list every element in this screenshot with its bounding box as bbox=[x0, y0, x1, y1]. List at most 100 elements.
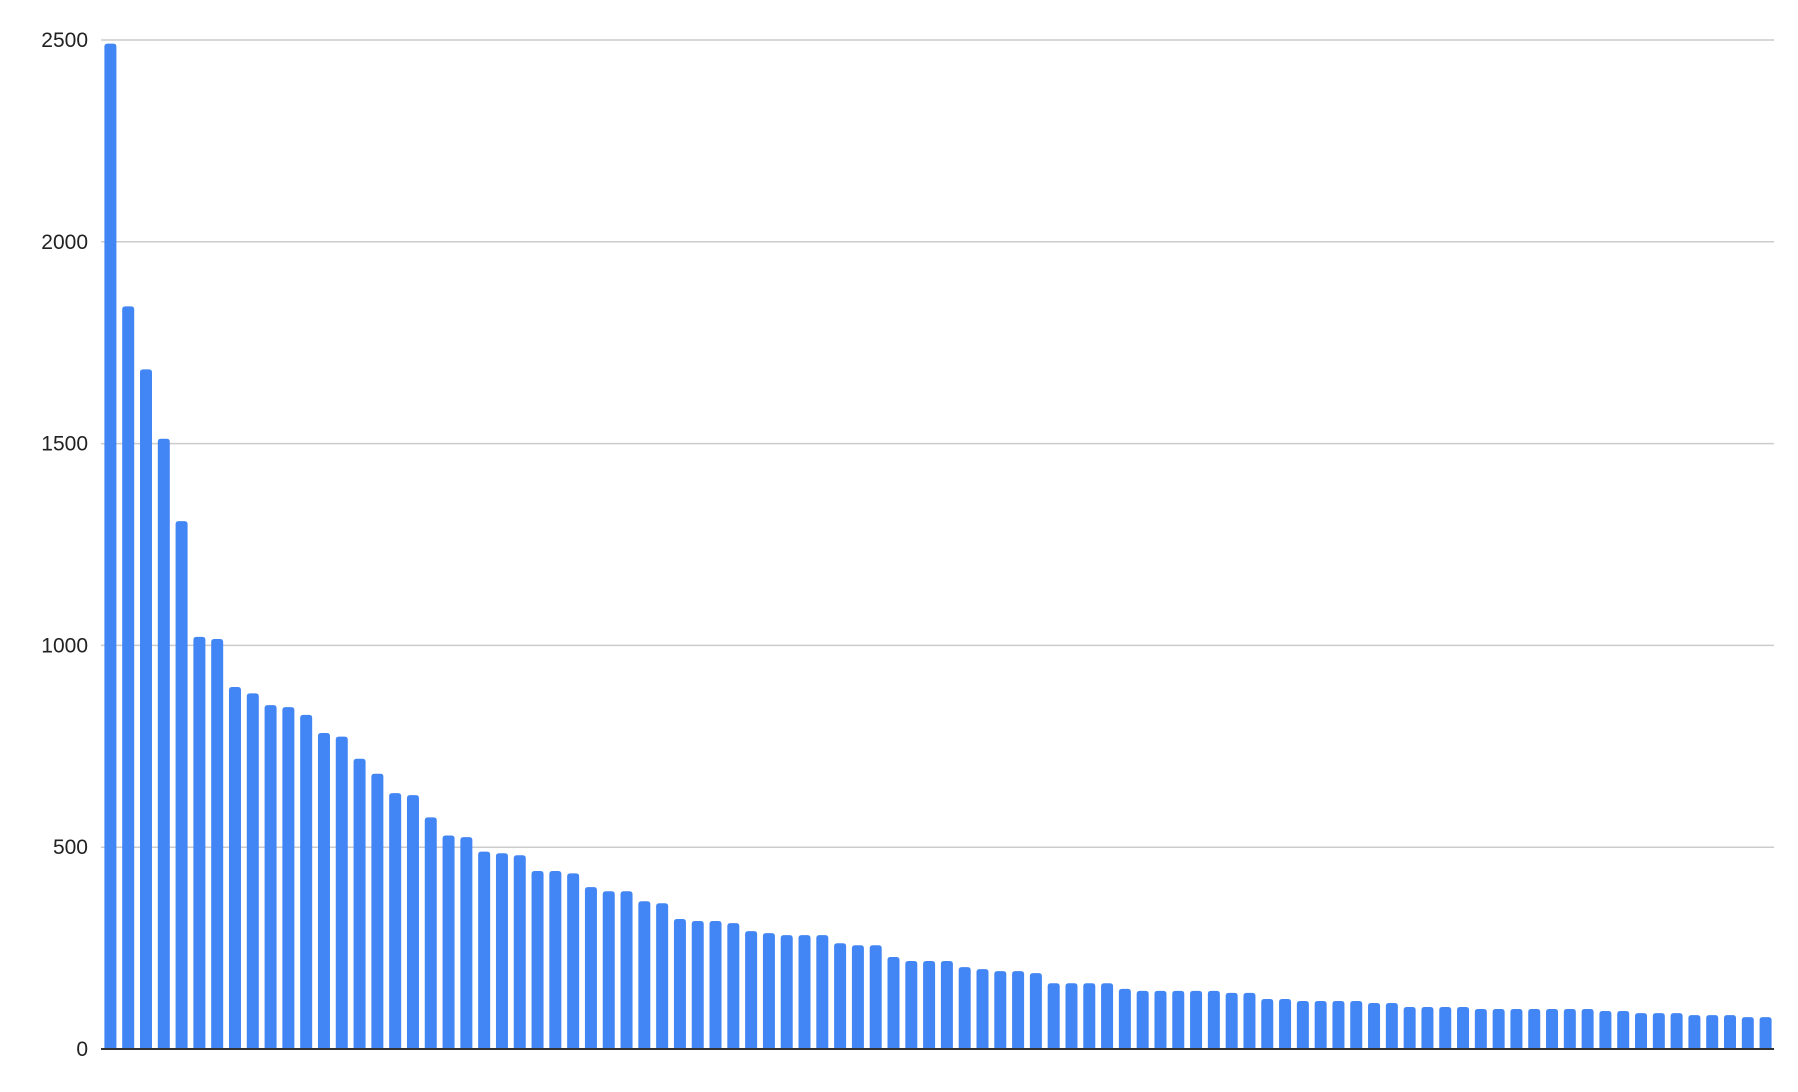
bar-6 bbox=[193, 636, 206, 1049]
bar-38 bbox=[762, 933, 775, 1049]
bar-74 bbox=[1403, 1007, 1416, 1049]
bar-62 bbox=[1190, 990, 1203, 1049]
y-axis-labels: 0 500 1000 1500 2000 2500 bbox=[41, 29, 88, 1061]
bar-64 bbox=[1225, 992, 1238, 1049]
bar-16 bbox=[371, 773, 384, 1049]
bar-8 bbox=[228, 686, 241, 1049]
bar-28 bbox=[584, 887, 597, 1049]
bar-48 bbox=[940, 961, 953, 1049]
bar-17 bbox=[389, 793, 402, 1049]
bar-53 bbox=[1029, 973, 1042, 1049]
bar-60 bbox=[1154, 990, 1167, 1049]
bar-24 bbox=[513, 855, 526, 1049]
bar-85 bbox=[1599, 1011, 1612, 1049]
bar-69 bbox=[1314, 1000, 1327, 1049]
bar-14 bbox=[335, 736, 348, 1049]
bar-23 bbox=[495, 853, 508, 1049]
bar-83 bbox=[1563, 1009, 1576, 1049]
bar-47 bbox=[923, 961, 936, 1049]
bar-41 bbox=[816, 935, 829, 1049]
bar-54 bbox=[1047, 983, 1060, 1049]
bar-1 bbox=[104, 43, 117, 1050]
y-tick-label-1500: 1500 bbox=[41, 433, 88, 456]
bar-92 bbox=[1724, 1015, 1737, 1049]
bar-40 bbox=[798, 935, 811, 1049]
y-tick-label-500: 500 bbox=[53, 836, 88, 859]
bar-75 bbox=[1421, 1007, 1434, 1049]
bar-55 bbox=[1065, 983, 1078, 1049]
bar-66 bbox=[1261, 998, 1274, 1049]
bar-73 bbox=[1385, 1002, 1398, 1049]
bar-94 bbox=[1759, 1017, 1772, 1049]
bar-49 bbox=[958, 967, 971, 1049]
bar-11 bbox=[282, 707, 295, 1049]
bar-32 bbox=[656, 903, 669, 1049]
bar-46 bbox=[905, 961, 918, 1049]
bar-89 bbox=[1670, 1013, 1683, 1049]
bar-42 bbox=[834, 943, 847, 1049]
bar-76 bbox=[1439, 1007, 1452, 1049]
bar-59 bbox=[1136, 990, 1149, 1049]
bar-29 bbox=[602, 891, 615, 1049]
bar-93 bbox=[1741, 1017, 1754, 1049]
bar-57 bbox=[1101, 983, 1114, 1049]
bar-61 bbox=[1172, 990, 1185, 1049]
bar-63 bbox=[1207, 990, 1220, 1049]
bar-90 bbox=[1688, 1015, 1701, 1049]
bar-34 bbox=[691, 921, 704, 1049]
bar-56 bbox=[1083, 983, 1096, 1049]
bar-67 bbox=[1279, 998, 1292, 1049]
y-tick-label-1000: 1000 bbox=[41, 634, 88, 657]
bar-72 bbox=[1368, 1002, 1381, 1049]
bar-65 bbox=[1243, 992, 1256, 1049]
y-tick-label-2000: 2000 bbox=[41, 231, 88, 254]
bar-71 bbox=[1350, 1000, 1363, 1049]
bar-70 bbox=[1332, 1000, 1345, 1049]
bar-13 bbox=[317, 732, 330, 1049]
bar-77 bbox=[1457, 1007, 1470, 1049]
bar-81 bbox=[1528, 1009, 1541, 1049]
bars bbox=[104, 43, 1772, 1050]
bar-39 bbox=[780, 935, 793, 1049]
bar-52 bbox=[1012, 971, 1025, 1049]
bar-33 bbox=[673, 919, 686, 1049]
y-tick-label-2500: 2500 bbox=[41, 29, 88, 52]
bar-37 bbox=[745, 931, 758, 1049]
bar-15 bbox=[353, 758, 366, 1049]
bar-43 bbox=[851, 945, 864, 1049]
bar-78 bbox=[1474, 1009, 1487, 1049]
bar-68 bbox=[1296, 1000, 1309, 1049]
bar-25 bbox=[531, 871, 544, 1049]
bar-2 bbox=[122, 306, 135, 1050]
bar-26 bbox=[549, 871, 562, 1049]
bar-18 bbox=[406, 795, 419, 1049]
bar-86 bbox=[1617, 1011, 1630, 1049]
y-tick-label-0: 0 bbox=[76, 1038, 88, 1061]
bar-82 bbox=[1546, 1009, 1559, 1049]
bar-4 bbox=[157, 438, 170, 1049]
bar-5 bbox=[175, 521, 188, 1049]
bar-50 bbox=[976, 969, 989, 1049]
bar-30 bbox=[620, 891, 633, 1049]
bar-19 bbox=[424, 817, 437, 1049]
bar-88 bbox=[1652, 1013, 1665, 1049]
bar-51 bbox=[994, 971, 1007, 1049]
bar-10 bbox=[264, 705, 277, 1049]
bar-12 bbox=[300, 714, 313, 1049]
bar-20 bbox=[442, 835, 455, 1049]
bar-3 bbox=[139, 369, 152, 1049]
bar-91 bbox=[1706, 1015, 1719, 1049]
bar-45 bbox=[887, 956, 900, 1049]
bar-79 bbox=[1492, 1009, 1505, 1049]
bar-58 bbox=[1118, 988, 1131, 1049]
bar-22 bbox=[478, 851, 491, 1049]
bar-31 bbox=[638, 901, 651, 1049]
bar-21 bbox=[460, 837, 473, 1049]
bar-36 bbox=[727, 923, 740, 1049]
bar-35 bbox=[709, 921, 722, 1049]
bar-80 bbox=[1510, 1009, 1523, 1049]
bar-27 bbox=[567, 873, 580, 1049]
bar-87 bbox=[1635, 1013, 1648, 1049]
gridlines bbox=[101, 39, 1774, 848]
